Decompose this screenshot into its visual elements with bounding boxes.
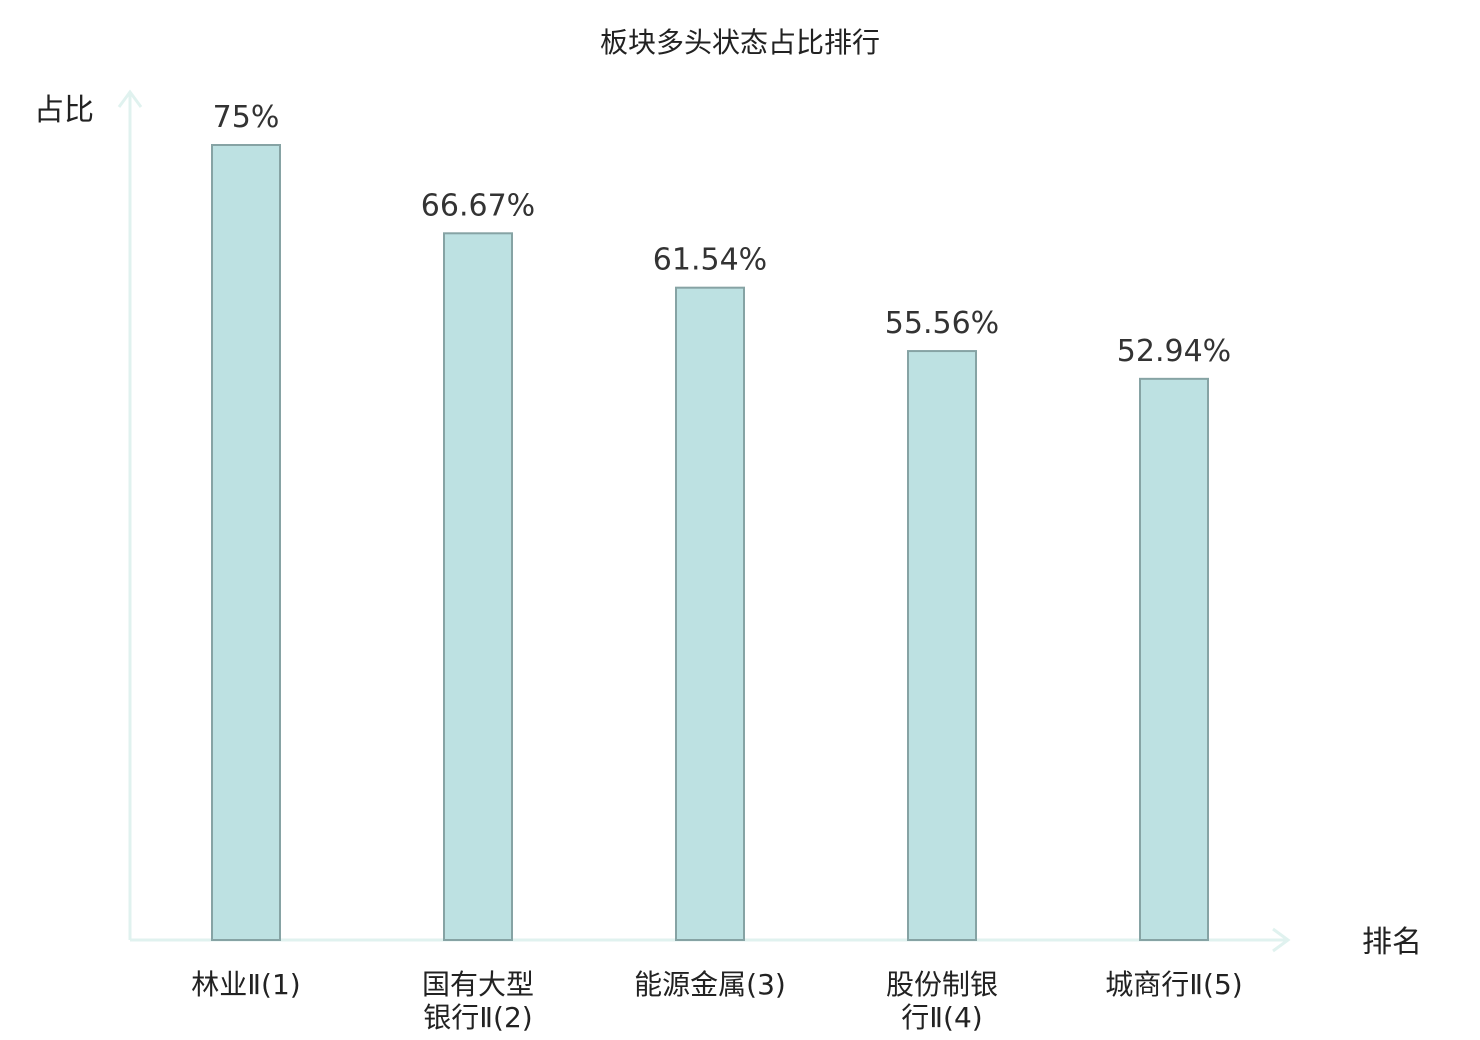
category-label-5: 城商行Ⅱ(5) <box>1105 968 1242 1001</box>
category-label-line: 股份制银 <box>886 968 998 1001</box>
category-label-group: 林业Ⅱ(1) 国有大型银行Ⅱ(2) 能源金属(3) 股份制银行Ⅱ(4) 城商行Ⅱ(5) <box>191 968 1242 1034</box>
bar-group <box>211 144 1209 942</box>
category-label-line: 林业Ⅱ(1) <box>191 968 300 1001</box>
value-label-3: 61.54% <box>653 243 767 278</box>
value-label-group: 75% 66.67% 61.54% 55.56% 52.94% <box>213 100 1232 369</box>
value-label-2: 66.67% <box>421 188 535 223</box>
category-label-line: 国有大型 <box>422 968 534 1001</box>
x-axis-arrow <box>1272 927 1291 953</box>
category-label-1: 林业Ⅱ(1) <box>191 968 300 1001</box>
chart-title: 板块多头状态占比排行 <box>600 26 880 59</box>
y-axis-label: 占比 <box>34 93 94 128</box>
category-label-2: 国有大型银行Ⅱ(2) <box>422 968 534 1034</box>
bar-2 <box>443 232 513 942</box>
value-label-1: 75% <box>213 100 280 135</box>
x-axis-label: 排名 <box>1362 925 1422 960</box>
category-label-line: 城商行Ⅱ(5) <box>1105 968 1242 1001</box>
category-label-3: 能源金属(3) <box>634 968 786 1001</box>
value-label-4: 55.56% <box>885 306 999 341</box>
bar-3 <box>675 286 745 941</box>
category-label-line: 银行Ⅱ(2) <box>423 1001 532 1034</box>
category-label-line: 行Ⅱ(4) <box>901 1001 982 1034</box>
value-label-5: 52.94% <box>1117 334 1231 369</box>
y-axis-arrow <box>117 89 143 108</box>
bar-1 <box>211 144 281 941</box>
category-label-line: 能源金属(3) <box>634 968 786 1001</box>
category-label-4: 股份制银行Ⅱ(4) <box>886 968 998 1034</box>
bar-5 <box>1139 377 1209 941</box>
bar-4 <box>907 350 977 941</box>
